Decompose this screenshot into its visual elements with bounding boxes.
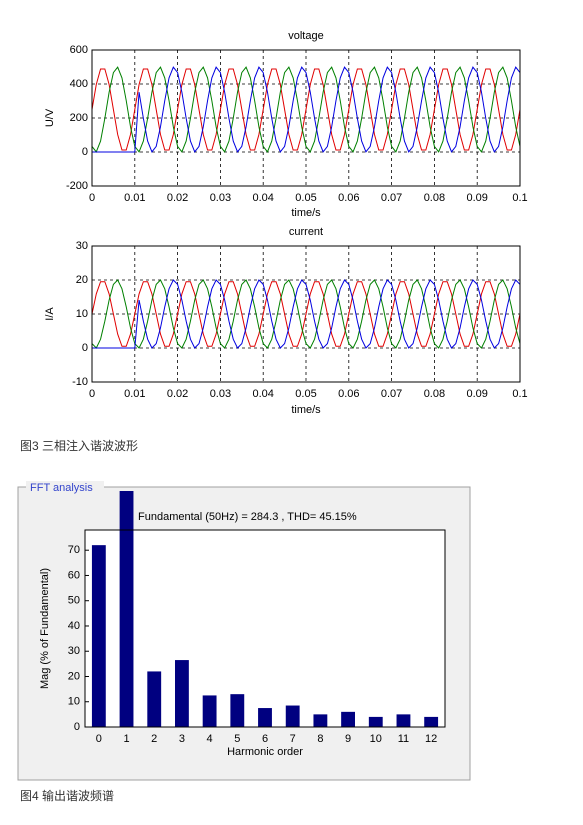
x-tick-label: 0.07 xyxy=(381,192,402,204)
y-tick-label: 20 xyxy=(68,670,80,682)
x-tick-label: 0.05 xyxy=(295,192,316,204)
bar xyxy=(202,695,217,727)
bar xyxy=(91,545,106,727)
annotation: Fundamental (50Hz) = 284.3 , THD= 45.15% xyxy=(138,511,357,523)
bar xyxy=(341,711,355,727)
bar xyxy=(147,671,162,727)
x-tick-label: 9 xyxy=(345,733,351,745)
x-tick-label: 3 xyxy=(179,733,185,745)
x-tick-label: 11 xyxy=(398,733,409,745)
x-tick-label: 0.05 xyxy=(295,388,316,400)
x-tick-label: 0 xyxy=(96,733,102,745)
bar xyxy=(424,716,439,727)
panel-title: FFT analysis xyxy=(30,482,93,494)
fft-plot-area xyxy=(85,530,445,727)
axes-frame xyxy=(84,529,446,728)
y-tick-label: 600 xyxy=(70,44,88,56)
x-tick-label: 0.07 xyxy=(381,388,402,400)
y-tick-label: 400 xyxy=(70,78,88,90)
x-tick-label: 2 xyxy=(151,733,157,745)
x-tick-label: 0 xyxy=(89,192,95,204)
chart-title: voltage xyxy=(288,30,323,42)
bar xyxy=(119,491,134,727)
bar xyxy=(368,716,383,727)
y-tick-label: 0 xyxy=(74,721,80,733)
x-axis-label: time/s xyxy=(291,404,321,416)
series-line xyxy=(91,281,521,347)
x-tick-label: 0.04 xyxy=(252,388,273,400)
caption: 图3 三相注入谐波波形 xyxy=(20,438,138,453)
y-tick-label: 30 xyxy=(76,240,88,252)
series-line xyxy=(91,279,521,349)
y-tick-label: 10 xyxy=(68,696,80,708)
y-axis-label: I/A xyxy=(44,307,56,321)
x-tick-label: 8 xyxy=(317,733,323,745)
y-tick-label: 200 xyxy=(70,112,88,124)
y-axis-label: Mag (% of Fundamental) xyxy=(39,568,51,689)
axes-frame xyxy=(91,245,521,383)
x-tick-label: 5 xyxy=(234,733,240,745)
x-tick-label: 0.08 xyxy=(424,388,445,400)
y-tick-label: 20 xyxy=(76,274,88,286)
y-tick-label: 0 xyxy=(82,146,88,158)
x-tick-label: 4 xyxy=(207,733,213,745)
x-tick-label: 0.1 xyxy=(512,192,527,204)
series-line xyxy=(92,66,521,153)
x-tick-label: 0.04 xyxy=(252,192,273,204)
axes-frame xyxy=(91,49,521,187)
x-tick-label: 0.09 xyxy=(466,192,487,204)
bar xyxy=(230,694,245,727)
x-tick-label: 0.01 xyxy=(124,388,145,400)
caption: 图4 输出谐波频谱 xyxy=(20,788,114,803)
bar xyxy=(258,708,272,727)
y-tick-label: 60 xyxy=(68,569,80,581)
x-tick-label: 0.09 xyxy=(466,388,487,400)
x-tick-label: 0.02 xyxy=(167,388,188,400)
x-tick-label: 6 xyxy=(262,733,268,745)
bar xyxy=(175,660,189,727)
x-tick-label: 7 xyxy=(290,733,296,745)
x-tick-label: 0.1 xyxy=(512,388,527,400)
x-tick-label: 0 xyxy=(89,388,95,400)
series-line xyxy=(91,68,521,151)
x-tick-label: 10 xyxy=(370,733,382,745)
series-line xyxy=(91,66,521,153)
y-tick-label: 0 xyxy=(82,342,88,354)
x-tick-label: 0.06 xyxy=(338,192,359,204)
x-axis-label: Harmonic order xyxy=(227,746,303,758)
y-axis-label: U/V xyxy=(44,108,56,127)
y-tick-label: -10 xyxy=(72,376,88,388)
y-tick-label: -200 xyxy=(66,180,88,192)
x-tick-label: 0.01 xyxy=(124,192,145,204)
chart-title: current xyxy=(289,226,323,238)
x-tick-label: 0.08 xyxy=(424,192,445,204)
y-tick-label: 10 xyxy=(76,308,88,320)
y-tick-label: 50 xyxy=(68,595,80,607)
x-tick-label: 0.06 xyxy=(338,388,359,400)
series-line xyxy=(92,279,521,349)
y-tick-label: 40 xyxy=(68,620,80,632)
x-tick-label: 0.02 xyxy=(167,192,188,204)
y-tick-label: 30 xyxy=(68,645,80,657)
x-tick-label: 0.03 xyxy=(210,388,231,400)
bar xyxy=(313,714,328,727)
x-tick-label: 12 xyxy=(425,733,437,745)
x-tick-label: 0.03 xyxy=(210,192,231,204)
y-tick-label: 70 xyxy=(68,544,80,556)
x-axis-label: time/s xyxy=(291,207,321,219)
x-tick-label: 1 xyxy=(123,733,129,745)
bar xyxy=(285,705,300,727)
bar xyxy=(396,714,411,727)
panel-title-bg xyxy=(26,481,104,494)
